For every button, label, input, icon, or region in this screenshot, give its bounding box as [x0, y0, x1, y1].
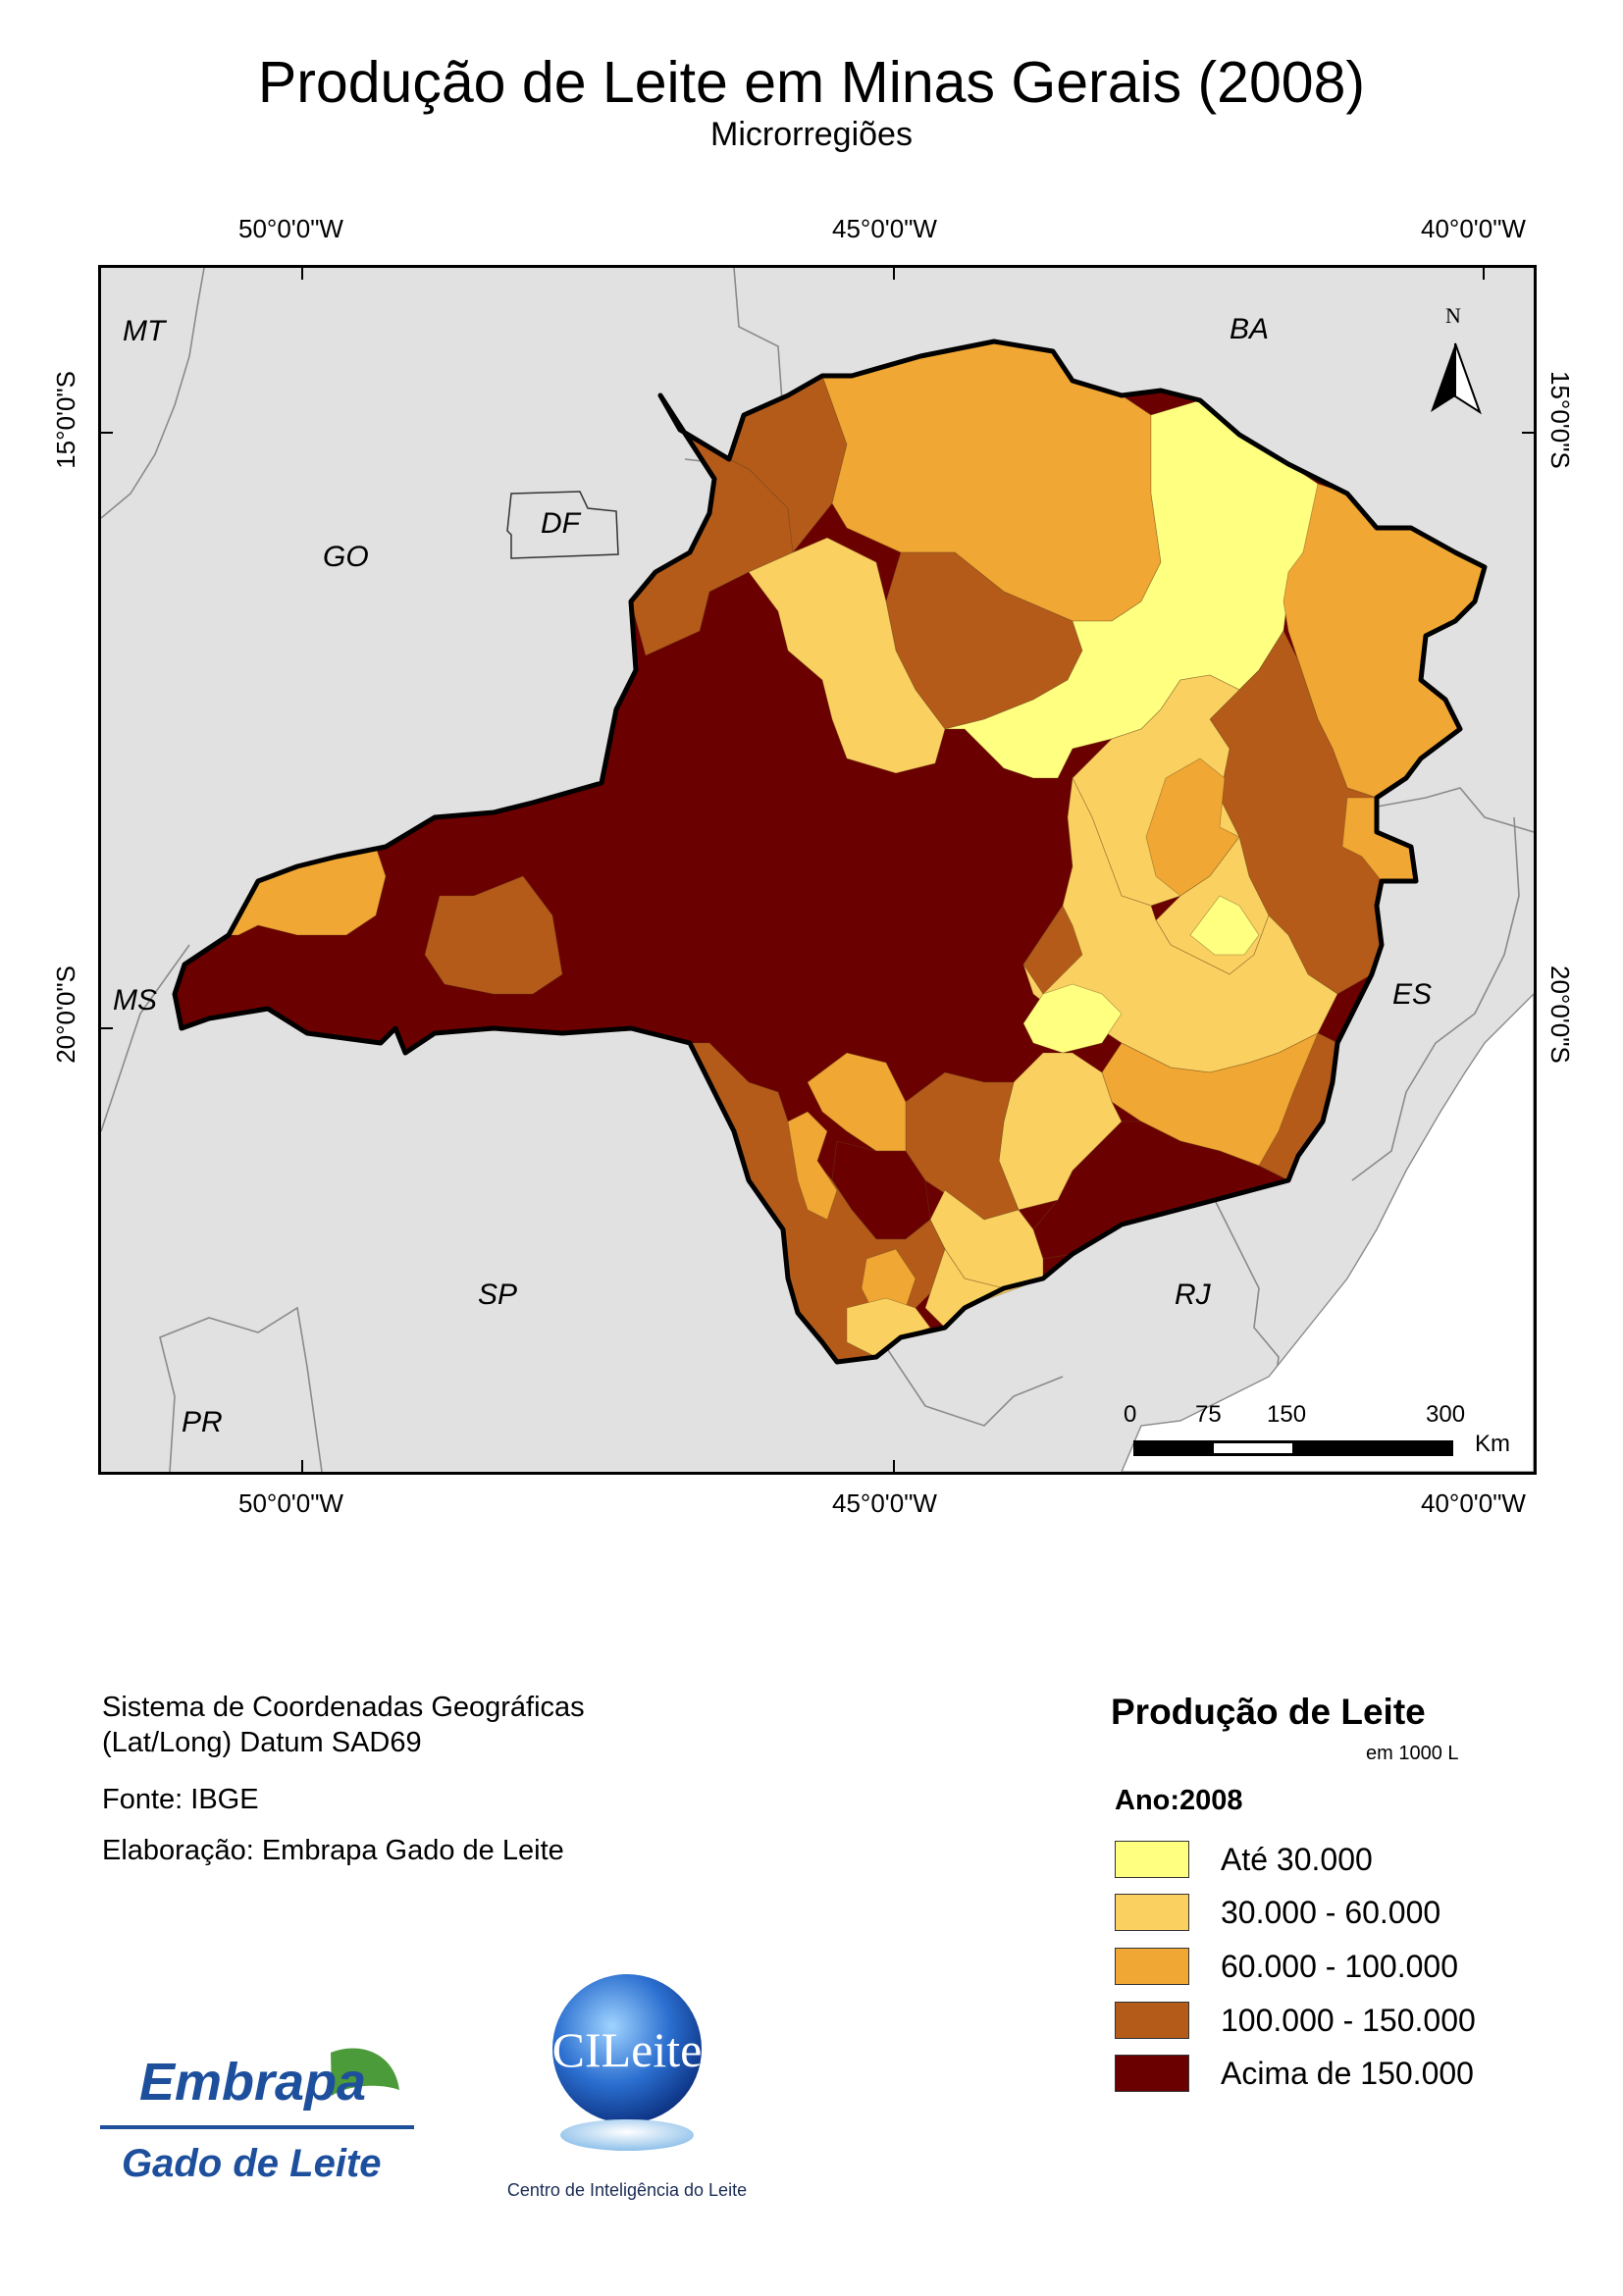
- crs-line-1: Sistema de Coordenadas Geográficas: [102, 1692, 585, 1723]
- lon-label-bottom-40: 40°0'0"W: [1421, 1488, 1526, 1518]
- cileite-subtitle: Centro de Inteligência do Leite: [507, 2180, 747, 2200]
- ocean: [1121, 993, 1534, 1472]
- lat-label-left-15: 15°0'0"S: [51, 371, 80, 469]
- state-label-ba: BA: [1230, 313, 1270, 345]
- legend-swatch: [1115, 1841, 1189, 1878]
- legend-swatch: [1115, 2055, 1189, 2092]
- lat-label-right-15: 15°0'0"S: [1545, 371, 1575, 469]
- crs-line-2: (Lat/Long) Datum SAD69: [102, 1727, 422, 1758]
- scale-tick-75: 75: [1195, 1401, 1222, 1428]
- legend-label: Acima de 150.000: [1221, 2056, 1474, 2091]
- map-frame: MT GO DF BA MS ES SP RJ PR N 0 75 150 30…: [98, 265, 1537, 1475]
- lon-label-top-50: 50°0'0"W: [238, 214, 343, 243]
- legend-label: 100.000 - 150.000: [1221, 2003, 1476, 2038]
- state-label-es: ES: [1392, 978, 1433, 1011]
- legend-swatch: [1115, 1894, 1189, 1931]
- scale-tick-150: 150: [1267, 1401, 1307, 1428]
- scale-unit: Km: [1475, 1431, 1510, 1457]
- embrapa-logo: Embrapa Gado de Leite: [100, 2031, 414, 2198]
- cileite-wordmark: CILeite: [552, 2022, 703, 2077]
- df-boundary: [506, 491, 619, 559]
- map-subtitle: Microrregiões: [710, 116, 913, 153]
- lon-label-top-45: 45°0'0"W: [832, 214, 937, 243]
- scale-tick-300: 300: [1426, 1401, 1466, 1428]
- map-title: Produção de Leite em Minas Gerais (2008): [257, 50, 1366, 115]
- state-label-pr: PR: [182, 1406, 223, 1438]
- lat-label-right-20: 20°0'0"S: [1545, 965, 1575, 1064]
- embrapa-wordmark: Embrapa: [139, 2053, 366, 2112]
- legend-label: Até 30.000: [1221, 1842, 1373, 1877]
- state-label-mt: MT: [123, 315, 166, 347]
- legend-unit: em 1000 L: [1366, 1743, 1459, 1764]
- author-text: Elaboração: Embrapa Gado de Leite: [102, 1835, 564, 1866]
- source-text: Fonte: IBGE: [102, 1784, 259, 1815]
- state-label-sp: SP: [478, 1278, 518, 1311]
- state-borders: [101, 268, 1534, 1472]
- cileite-logo: CILeite Centro de Inteligência do Leite: [495, 1968, 759, 2204]
- lat-label-left-20: 20°0'0"S: [51, 965, 80, 1064]
- state-label-ms: MS: [113, 984, 157, 1017]
- scale-tick-0: 0: [1124, 1401, 1137, 1428]
- microregions: [228, 340, 1486, 1363]
- legend-label: 30.000 - 60.000: [1221, 1895, 1441, 1930]
- embrapa-subtitle: Gado de Leite: [122, 2142, 382, 2185]
- scale-bar: [1133, 1440, 1453, 1456]
- lon-label-bottom-50: 50°0'0"W: [238, 1488, 343, 1518]
- north-arrow-label: N: [1445, 303, 1461, 328]
- state-label-go: GO: [323, 541, 369, 573]
- state-label-rj: RJ: [1175, 1278, 1211, 1311]
- legend-title: Produção de Leite: [1111, 1692, 1426, 1732]
- map-canvas: [101, 268, 1534, 1472]
- lon-label-top-40: 40°0'0"W: [1421, 214, 1526, 243]
- legend-swatch: [1115, 1948, 1189, 1985]
- state-label-df: DF: [541, 507, 580, 540]
- legend-swatch: [1115, 2002, 1189, 2039]
- legend-label: 60.000 - 100.000: [1221, 1949, 1458, 1984]
- legend-year: Ano:2008: [1115, 1785, 1243, 1816]
- lon-label-bottom-45: 45°0'0"W: [832, 1488, 937, 1518]
- north-arrow-icon: [1431, 342, 1482, 415]
